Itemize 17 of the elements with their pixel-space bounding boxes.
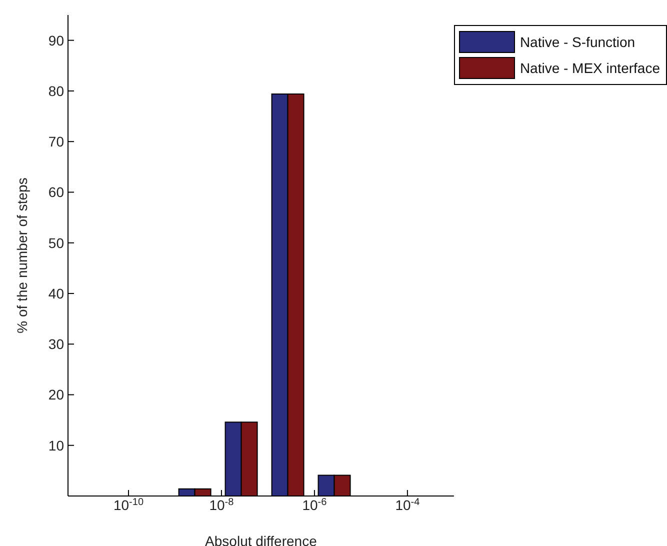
y-tick-label: 30 [48, 336, 64, 352]
y-tick-label: 40 [48, 285, 64, 302]
y-tick-label: 50 [48, 234, 64, 251]
y-tick-label: 70 [48, 134, 64, 150]
legend-label: Native - S-function [520, 34, 636, 50]
x-axis-title: Absolut difference [205, 533, 318, 546]
y-tick-label: 10 [48, 437, 64, 454]
y-axis-title: % of the number of steps [14, 178, 30, 334]
x-tick-label: 10$^{-4}$ [395, 496, 420, 513]
x-tick-label: 10$^{-10}$ [113, 496, 144, 513]
y-tick-label: 80 [48, 82, 64, 99]
y-tick-label: 60 [48, 184, 64, 200]
y-tick-label: 20 [48, 386, 64, 403]
y-tick-label: 90 [48, 32, 64, 48]
x-tick-label: 10$^{-8}$ [209, 496, 234, 513]
legend-label: Native - MEX interface [520, 60, 660, 76]
x-tick-label: 10$^{-6}$ [302, 496, 328, 513]
